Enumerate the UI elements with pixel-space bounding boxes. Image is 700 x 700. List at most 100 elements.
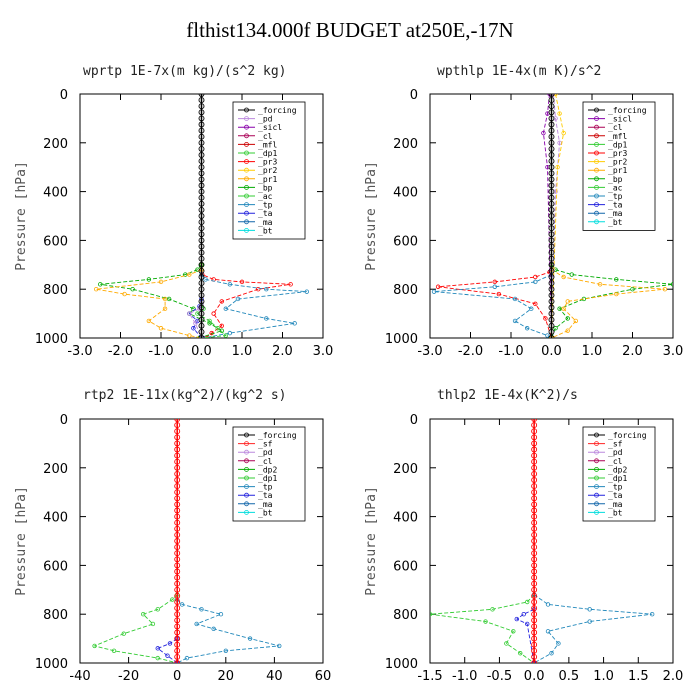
legend-marker	[594, 116, 599, 121]
series-point-forcing	[198, 139, 205, 146]
series-point-forcing	[531, 513, 538, 520]
x-tick-label: 1.0	[582, 344, 603, 359]
series-point-tp	[235, 296, 241, 302]
series-point-forcing	[198, 274, 205, 280]
series-point-tp	[549, 651, 554, 656]
legend-label: _sicl	[608, 115, 632, 124]
series-point-forcing	[174, 641, 181, 648]
legend-marker	[244, 202, 249, 208]
series-point-forcing	[198, 164, 205, 171]
series-point-forcing	[531, 525, 538, 532]
series-point-dp1	[490, 607, 495, 612]
series-point-forcing	[531, 635, 538, 642]
series-point-pr1	[122, 291, 127, 297]
series-point-tp	[223, 306, 228, 311]
legend-label: _dp1	[608, 140, 627, 149]
series-point-forcing	[531, 458, 538, 465]
x-tick-label: 60	[315, 669, 332, 684]
series-point-pr2	[561, 130, 566, 136]
series-point-dp1	[155, 607, 160, 612]
series-point-bp	[557, 306, 562, 311]
series-point-forcing	[198, 322, 205, 329]
x-tick-label: 0	[173, 669, 181, 684]
series-point-pr3	[533, 301, 538, 307]
series-point-forcing	[198, 194, 205, 201]
series-point-forcing	[198, 286, 205, 293]
series-point-tp	[533, 279, 538, 285]
y-tick-label: 400	[393, 511, 418, 526]
legend-marker	[594, 510, 599, 515]
legend-label: _ma	[258, 218, 273, 227]
series-point-forcing	[174, 501, 181, 508]
legend-marker	[594, 124, 599, 130]
legend-label: _mfl	[258, 140, 277, 149]
series-point-forcing	[548, 249, 555, 256]
legend-marker	[244, 484, 249, 490]
series-point-forcing	[531, 428, 538, 435]
series-point-forcing	[548, 188, 555, 195]
series-line-dp1	[93, 594, 178, 663]
series-point-forcing	[548, 194, 555, 201]
series-line-ta	[515, 608, 535, 663]
legend-marker	[244, 466, 249, 472]
series-point-forcing	[531, 586, 538, 593]
x-tick-label: 2.0	[663, 669, 684, 684]
series-point-forcing	[198, 182, 205, 189]
series-point-forcing	[198, 267, 205, 274]
series-point-ta	[155, 646, 160, 651]
series-point-forcing	[531, 452, 538, 459]
series-point-sicl	[541, 130, 546, 136]
plot-frame	[429, 418, 674, 664]
legend-marker	[244, 133, 249, 139]
series-point-forcing	[531, 477, 538, 483]
legend-label: _forcing	[608, 106, 647, 115]
legend-marker	[244, 124, 249, 130]
series-point-forcing	[531, 629, 538, 636]
legend-marker	[244, 167, 249, 173]
series-point-dp1	[525, 599, 530, 605]
legend-box	[582, 101, 656, 231]
legend-label: _ta	[258, 491, 273, 500]
series-point-forcing	[531, 611, 538, 618]
legend-label: _bt	[608, 508, 623, 517]
series-line-tp	[201, 274, 307, 338]
series-point-pr1	[158, 279, 164, 285]
y-tick-label: 200	[393, 137, 418, 152]
y-tick-label: 600	[393, 234, 418, 249]
series-point-tp	[264, 287, 269, 292]
y-tick-label: 800	[43, 283, 68, 298]
legend-label: _ta	[258, 209, 273, 218]
series-point-forcing	[174, 550, 181, 557]
series-point-forcing	[531, 470, 538, 477]
legend-label: _ac	[258, 192, 273, 201]
series-point-forcing	[174, 623, 181, 630]
legend-marker	[244, 193, 249, 199]
series-point-bp	[670, 282, 673, 287]
legend-label: _ma	[258, 500, 273, 509]
series-point-ac	[207, 318, 212, 324]
legend-label: _sicl	[258, 123, 282, 132]
series-point-dp1	[155, 655, 160, 661]
x-tick-label: -0.5	[487, 669, 512, 684]
series-point-forcing	[548, 170, 555, 177]
series-point-tp	[525, 326, 530, 331]
series-point-pr1	[561, 274, 566, 280]
y-axis-label: Pressure [hPa]	[364, 161, 379, 271]
y-tick-label: 200	[393, 462, 418, 477]
series-point-forcing	[174, 470, 181, 477]
plot-frame	[79, 418, 324, 664]
series-point-pr1	[93, 287, 99, 292]
series-point-forcing	[174, 605, 181, 612]
legend-marker	[594, 159, 599, 165]
series-point-pr1	[662, 287, 668, 292]
series-point-forcing	[174, 452, 181, 459]
legend-marker	[244, 184, 249, 190]
x-tick-label: 0.0	[191, 344, 212, 359]
series-point-forcing	[198, 261, 205, 268]
x-tick-label: 2.0	[622, 344, 643, 359]
series-point-forcing	[548, 219, 555, 226]
series-point-forcing	[548, 274, 555, 280]
series-point-pd	[187, 311, 192, 316]
